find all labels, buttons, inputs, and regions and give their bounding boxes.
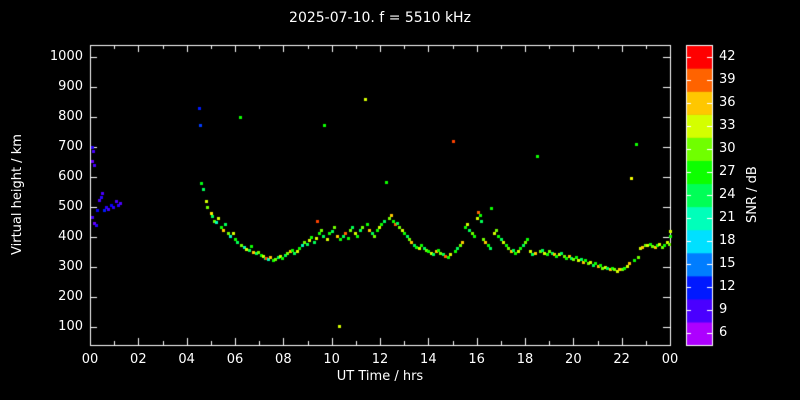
y-tick-label-800: 800 bbox=[58, 109, 83, 124]
colorbar-tick-label-36: 36 bbox=[719, 94, 736, 110]
colorbar-tick-label-42: 42 bbox=[719, 48, 736, 64]
x-tick-label-10-5: 10 bbox=[323, 352, 340, 367]
y-tick-label-1000: 1000 bbox=[49, 49, 83, 64]
x-tick-label-16-8: 16 bbox=[468, 352, 485, 367]
colorbar-tick-label-24: 24 bbox=[719, 187, 736, 202]
x-tick-label-12-6: 12 bbox=[371, 352, 389, 367]
colorbar-tick-label-15: 15 bbox=[719, 256, 736, 272]
colorbar-tick-label-6: 6 bbox=[719, 325, 728, 341]
colorbar-tick-label-27: 27 bbox=[719, 163, 736, 179]
y-tick-label-100: 100 bbox=[58, 319, 83, 334]
y-tick-label-600: 600 bbox=[58, 169, 83, 184]
y-tick-label-200: 200 bbox=[58, 289, 83, 304]
colorbar-tick-label-21: 21 bbox=[719, 210, 736, 226]
x-axis-label: UT Time / hrs bbox=[336, 369, 424, 384]
colorbar-tick-label-30: 30 bbox=[719, 140, 736, 156]
colorbar-tick-label-9: 9 bbox=[719, 302, 728, 318]
y-tick-label-300: 300 bbox=[58, 259, 83, 274]
colorbar-tick-label-39: 39 bbox=[719, 71, 736, 87]
y-tick-label-500: 500 bbox=[58, 199, 83, 214]
x-tick-label-22-11: 22 bbox=[613, 352, 630, 367]
x-tick-label-02-1: 02 bbox=[130, 352, 147, 367]
chart-title: 2025-07-10. f = 5510 kHz bbox=[289, 10, 471, 26]
x-tick-label-00-12: 00 bbox=[661, 352, 679, 367]
x-tick-label-18-9: 18 bbox=[516, 352, 534, 367]
x-tick-label-06-3: 06 bbox=[226, 352, 244, 367]
x-tick-label-00-0: 00 bbox=[81, 352, 99, 367]
colorbar-tick-label-33: 33 bbox=[719, 117, 736, 133]
x-tick-label-04-2: 04 bbox=[178, 352, 195, 367]
y-axis-label: Virtual height / km bbox=[10, 134, 25, 256]
y-tick-label-900: 900 bbox=[58, 79, 83, 94]
x-tick-label-08-4: 08 bbox=[275, 352, 292, 367]
colorbar-tick-label-12: 12 bbox=[719, 279, 736, 295]
x-tick-label-14-7: 14 bbox=[420, 352, 437, 367]
y-tick-label-700: 700 bbox=[58, 139, 83, 154]
colorbar-tick-label-18: 18 bbox=[719, 233, 736, 249]
x-tick-label-20-10: 20 bbox=[565, 352, 582, 367]
y-tick-label-400: 400 bbox=[58, 229, 83, 244]
